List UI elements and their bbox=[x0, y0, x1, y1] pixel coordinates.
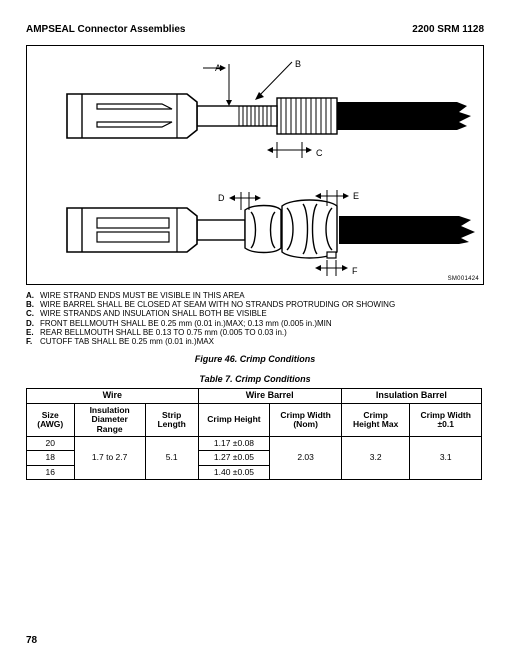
cell-crimp-h: 1.40 ±0.05 bbox=[198, 465, 270, 479]
figure-sm-label: SM001424 bbox=[448, 276, 479, 282]
th-group-wire: Wire bbox=[27, 389, 199, 404]
th-crimp-h-max: CrimpHeight Max bbox=[341, 404, 410, 437]
callout-F: F bbox=[352, 266, 358, 276]
note-E: E.REAR BELLMOUTH SHALL BE 0.13 TO 0.75 m… bbox=[26, 328, 484, 337]
page-number: 78 bbox=[26, 635, 37, 646]
note-B: B.WIRE BARREL SHALL BE CLOSED AT SEAM WI… bbox=[26, 300, 484, 309]
table-caption: Table 7. Crimp Conditions bbox=[26, 374, 484, 384]
th-crimp-w-nom: Crimp Width(Nom) bbox=[270, 404, 341, 437]
callout-B: B bbox=[295, 59, 301, 69]
header-right: 2200 SRM 1128 bbox=[412, 24, 484, 35]
cell-crimp-h: 1.27 ±0.05 bbox=[198, 451, 270, 465]
figure-caption: Figure 46. Crimp Conditions bbox=[26, 354, 484, 364]
table-row: 20 1.7 to 2.7 5.1 1.17 ±0.08 2.03 3.2 3.… bbox=[27, 437, 482, 451]
cell-ins-dia: 1.7 to 2.7 bbox=[74, 437, 145, 480]
cell-crimp-w-nom: 2.03 bbox=[270, 437, 341, 480]
cell-size: 18 bbox=[27, 451, 75, 465]
th-crimp-h: Crimp Height bbox=[198, 404, 270, 437]
crimp-diagram: A B C bbox=[27, 46, 483, 284]
callout-C: C bbox=[316, 148, 323, 158]
th-crimp-w-01: Crimp Width±0.1 bbox=[410, 404, 482, 437]
callout-E: E bbox=[353, 191, 359, 201]
cell-strip-len: 5.1 bbox=[145, 437, 198, 480]
th-group-wire-barrel: Wire Barrel bbox=[198, 389, 341, 404]
figure-notes: A.WIRE STRAND ENDS MUST BE VISIBLE IN TH… bbox=[26, 291, 484, 346]
note-A: A.WIRE STRAND ENDS MUST BE VISIBLE IN TH… bbox=[26, 291, 484, 300]
note-D: D.FRONT BELLMOUTH SHALL BE 0.25 mm (0.01… bbox=[26, 319, 484, 328]
cell-size: 16 bbox=[27, 465, 75, 479]
cell-crimp-w-01: 3.1 bbox=[410, 437, 482, 480]
figure-46-box: A B C bbox=[26, 45, 484, 285]
page-header: AMPSEAL Connector Assemblies 2200 SRM 11… bbox=[26, 24, 484, 35]
callout-D: D bbox=[218, 193, 225, 203]
th-group-insulation-barrel: Insulation Barrel bbox=[341, 389, 481, 404]
cell-size: 20 bbox=[27, 437, 75, 451]
header-left: AMPSEAL Connector Assemblies bbox=[26, 24, 185, 35]
note-F: F.CUTOFF TAB SHALL BE 0.25 mm (0.01 in.)… bbox=[26, 337, 484, 346]
cell-crimp-h: 1.17 ±0.08 bbox=[198, 437, 270, 451]
th-strip-len: StripLength bbox=[145, 404, 198, 437]
note-C: C.WIRE STRANDS AND INSULATION SHALL BOTH… bbox=[26, 309, 484, 318]
cell-crimp-h-max: 3.2 bbox=[341, 437, 410, 480]
th-size: Size(AWG) bbox=[27, 404, 75, 437]
th-ins-dia: InsulationDiameterRange bbox=[74, 404, 145, 437]
crimp-conditions-table: Wire Wire Barrel Insulation Barrel Size(… bbox=[26, 388, 482, 480]
